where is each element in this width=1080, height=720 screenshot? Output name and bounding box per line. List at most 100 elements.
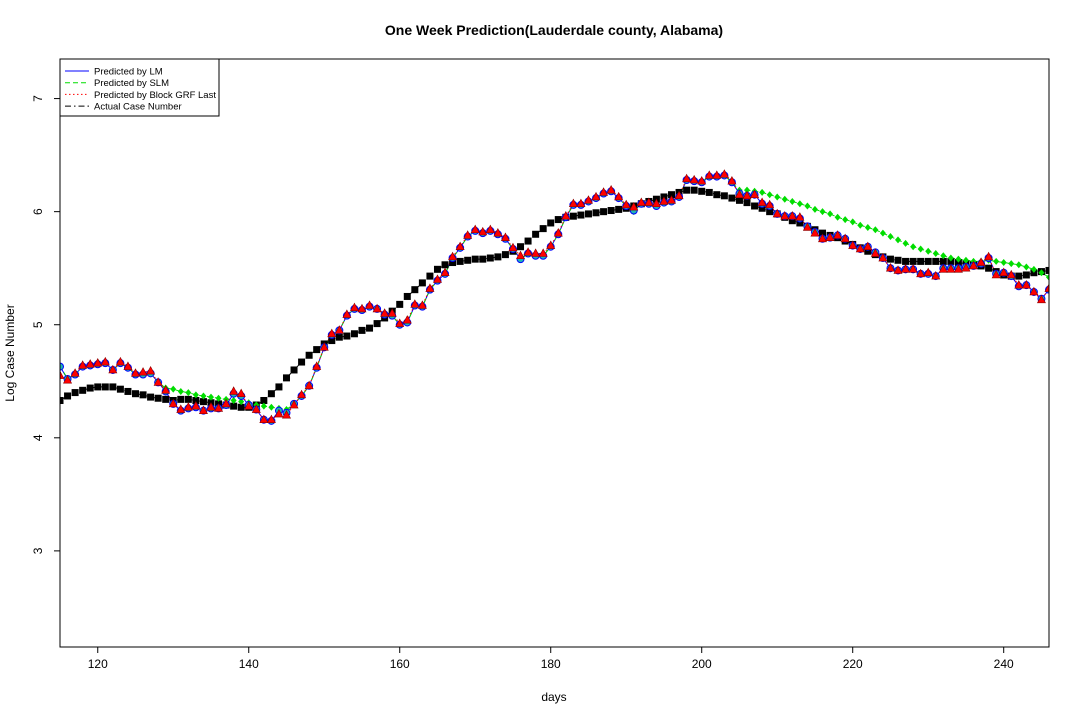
series-3-point	[719, 169, 729, 178]
series-3-point	[402, 315, 412, 324]
series-2-point	[993, 257, 1000, 265]
series-4-point	[592, 209, 600, 217]
series-4-point	[366, 324, 374, 332]
series-3-point	[863, 241, 873, 251]
series-4-point	[939, 257, 947, 265]
series-3-point	[365, 300, 375, 309]
series-3-point	[183, 402, 193, 411]
series-4-point	[267, 390, 275, 398]
series-3-point	[538, 248, 548, 257]
series-2-point	[842, 216, 849, 224]
series-2-point	[230, 396, 237, 404]
series-4-point	[192, 396, 200, 404]
series-3-point	[583, 195, 593, 204]
series-3-point	[70, 368, 80, 377]
series-2-point	[932, 249, 939, 257]
series-4-point	[411, 286, 419, 294]
series-4-point	[60, 396, 64, 404]
axes-layer: 120 140 160 180 200 220 240 3 4 5 6 7	[31, 95, 1014, 671]
series-3-point	[508, 242, 518, 252]
series-3-point	[410, 299, 420, 308]
series-4-point	[517, 243, 525, 251]
x-tick-label: 140	[239, 657, 259, 671]
series-4-point	[584, 210, 592, 218]
series-layer	[60, 169, 1049, 425]
series-4-point	[917, 257, 925, 265]
series-4-point	[1045, 266, 1049, 274]
series-2-point	[917, 245, 924, 253]
y-tick-label: 7	[31, 95, 45, 102]
series-4-point	[335, 333, 343, 341]
series-2-point	[962, 256, 969, 264]
series-2-point	[192, 391, 199, 399]
series-4-point	[396, 300, 404, 308]
series-4-point	[486, 254, 494, 262]
series-4-point	[698, 187, 706, 195]
series-2-point	[849, 218, 856, 226]
series-4-point	[464, 256, 472, 264]
series-3-point	[757, 197, 767, 206]
series-4-point	[713, 191, 721, 199]
series-3-point	[523, 247, 533, 256]
series-4-point	[894, 256, 902, 264]
series-2-point	[1023, 263, 1030, 271]
series-4-point	[607, 207, 615, 215]
series-3-point	[478, 226, 488, 236]
series-4-point	[147, 393, 155, 401]
series-2-point	[781, 195, 788, 203]
series-4-point	[743, 199, 751, 207]
series-4-point	[290, 366, 298, 374]
series-3-point	[674, 190, 684, 200]
series-3-point	[1021, 280, 1031, 289]
series-4-point	[569, 212, 577, 220]
series-3-point	[440, 267, 450, 277]
series-3-point	[60, 370, 65, 379]
series-2-point	[215, 394, 222, 402]
series-2-point	[260, 402, 267, 410]
series-3-point	[1044, 283, 1049, 292]
series-4-point	[373, 320, 381, 328]
plot-frame	[59, 58, 1050, 648]
series-3-point	[500, 232, 510, 241]
x-axis-label: days	[541, 690, 566, 704]
series-2-point	[887, 233, 894, 241]
series-3-point	[659, 196, 669, 205]
series-3-point	[380, 308, 390, 317]
series-3-point	[795, 212, 805, 221]
series-2-point	[879, 229, 886, 237]
legend-label-3: Predicted by Block GRF Last	[94, 90, 216, 101]
series-3-point	[531, 248, 541, 257]
series-3-point	[734, 189, 744, 198]
series-3-point	[191, 401, 201, 410]
series-3-point	[727, 175, 737, 185]
series-3-point	[712, 170, 722, 179]
legend-label-1: Predicted by LM	[94, 67, 163, 78]
series-3-point	[606, 185, 616, 194]
series-4-point	[600, 208, 608, 216]
series-4-point	[116, 385, 124, 393]
series-3-point	[621, 199, 631, 209]
series-3-point	[417, 300, 427, 309]
series-4-point	[139, 391, 147, 399]
series-3-point	[682, 173, 692, 183]
series-3-point	[123, 361, 133, 370]
series-4-point	[350, 330, 358, 338]
series-2-point	[872, 226, 879, 234]
series-1-point	[60, 362, 64, 371]
series-4-point	[162, 395, 170, 403]
series-4-point	[101, 383, 109, 391]
series-4-point	[275, 383, 283, 391]
series-3-point	[644, 197, 654, 206]
series-2-point	[910, 243, 917, 251]
series-3-point	[908, 264, 918, 273]
series-2-point	[744, 186, 751, 194]
series-3-point	[780, 211, 790, 220]
series-3-point	[85, 359, 95, 368]
series-3-point	[961, 263, 971, 272]
series-3-point	[969, 260, 979, 270]
series-2-point	[902, 239, 909, 247]
series-4-point	[751, 202, 759, 210]
series-4-point	[109, 383, 117, 391]
series-3-point	[130, 368, 140, 377]
